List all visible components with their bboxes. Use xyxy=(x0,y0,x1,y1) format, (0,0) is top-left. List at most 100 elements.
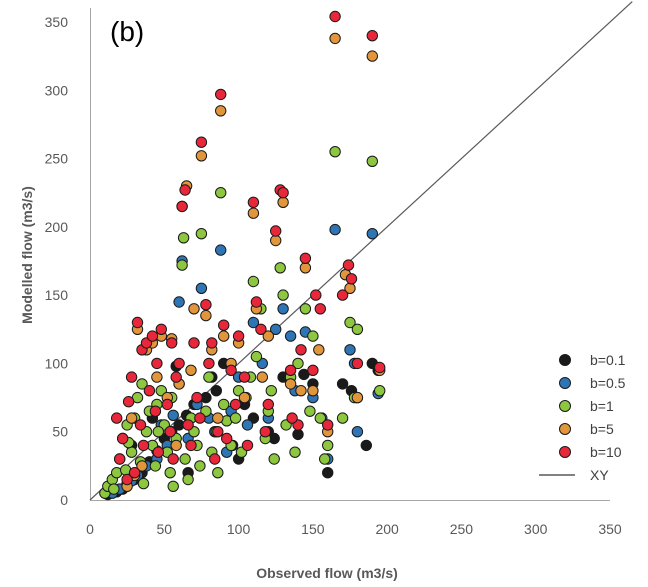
data-point xyxy=(374,361,386,374)
data-point xyxy=(117,432,129,445)
x-tick-label: 150 xyxy=(301,521,325,537)
data-point xyxy=(284,364,297,376)
data-point xyxy=(255,323,267,335)
data-point xyxy=(125,412,138,424)
data-point xyxy=(329,10,341,23)
legend-label: XY xyxy=(590,467,609,483)
data-point xyxy=(210,385,223,397)
data-point xyxy=(182,473,194,486)
data-point xyxy=(200,299,212,311)
data-point xyxy=(143,385,156,397)
data-point xyxy=(299,252,312,264)
data-point xyxy=(344,344,356,356)
panel-label: (b) xyxy=(110,16,144,47)
data-point xyxy=(360,439,372,452)
data-point xyxy=(241,439,254,452)
data-point xyxy=(270,225,282,237)
data-point xyxy=(329,146,341,158)
data-point xyxy=(292,428,304,441)
data-point xyxy=(250,350,263,363)
data-point xyxy=(366,228,378,240)
data-point xyxy=(215,244,227,256)
data-point xyxy=(164,426,176,438)
data-point xyxy=(137,477,150,490)
y-tick-label: 0 xyxy=(60,492,68,508)
y-tick-label: 300 xyxy=(45,82,69,98)
data-point xyxy=(151,371,163,383)
data-point xyxy=(176,200,188,213)
data-point xyxy=(212,426,224,438)
data-point xyxy=(215,105,227,117)
legend-label: b=0.1 xyxy=(590,352,626,368)
data-point xyxy=(170,439,182,452)
y-axis-title: Modelled flow (m3/s) xyxy=(19,186,35,324)
data-point xyxy=(265,385,277,397)
data-point xyxy=(179,453,191,465)
data-point xyxy=(295,385,307,397)
data-point xyxy=(152,446,165,458)
data-point xyxy=(137,439,150,452)
data-point xyxy=(344,316,356,329)
data-point xyxy=(146,330,159,342)
legend-label: b=10 xyxy=(590,444,622,460)
data-point xyxy=(203,357,215,370)
legend-label: b=0.5 xyxy=(590,375,626,391)
data-point xyxy=(366,30,378,42)
data-point xyxy=(177,232,190,244)
data-point xyxy=(128,467,141,479)
y-tick-label: 200 xyxy=(45,219,69,235)
data-point xyxy=(152,426,165,438)
data-point xyxy=(247,207,260,219)
data-point xyxy=(238,371,251,383)
data-point xyxy=(277,187,289,199)
data-point xyxy=(250,296,263,308)
data-point xyxy=(136,460,148,472)
data-point xyxy=(268,453,280,465)
data-point xyxy=(166,337,178,349)
data-point xyxy=(299,303,312,315)
plot-area: 0 50 100 150 200 250 300 350 0 50 100 150 200 250 300… xyxy=(45,1,633,537)
y-tick-label: 150 xyxy=(45,287,69,303)
data-point xyxy=(351,391,364,404)
data-point xyxy=(277,196,289,209)
data-point xyxy=(299,262,312,274)
data-point xyxy=(336,378,349,390)
y-tick-labels: 0 50 100 150 200 250 300 350 xyxy=(45,14,69,508)
data-point xyxy=(366,50,378,62)
data-point xyxy=(173,357,185,370)
data-point xyxy=(185,439,197,452)
data-point xyxy=(164,467,176,479)
data-point xyxy=(277,303,289,315)
data-point xyxy=(274,262,286,274)
legend-label: b=1 xyxy=(590,398,614,414)
data-point xyxy=(203,371,215,383)
data-point xyxy=(247,196,260,209)
data-point xyxy=(215,187,227,199)
y-tick-label: 250 xyxy=(45,151,69,167)
data-point xyxy=(149,460,162,472)
data-point xyxy=(151,357,163,370)
data-point xyxy=(195,150,208,162)
y-tick-label: 50 xyxy=(52,424,68,440)
data-point xyxy=(342,259,355,271)
data-point xyxy=(351,323,364,335)
data-point xyxy=(277,289,289,301)
legend-marker xyxy=(559,354,571,366)
data-point xyxy=(304,405,316,417)
y-tick-label: 100 xyxy=(45,355,69,371)
data-point xyxy=(218,398,230,411)
data-point xyxy=(241,419,254,431)
data-point xyxy=(188,337,200,349)
data-point xyxy=(134,419,147,431)
data-point xyxy=(314,412,326,424)
data-point xyxy=(374,385,386,397)
data-point xyxy=(167,480,179,492)
data-point xyxy=(111,412,123,424)
data-point xyxy=(259,426,271,438)
data-point xyxy=(114,453,126,465)
data-point xyxy=(194,460,206,472)
data-point xyxy=(262,398,274,411)
series-b-5 xyxy=(121,32,386,492)
data-point xyxy=(329,223,341,236)
